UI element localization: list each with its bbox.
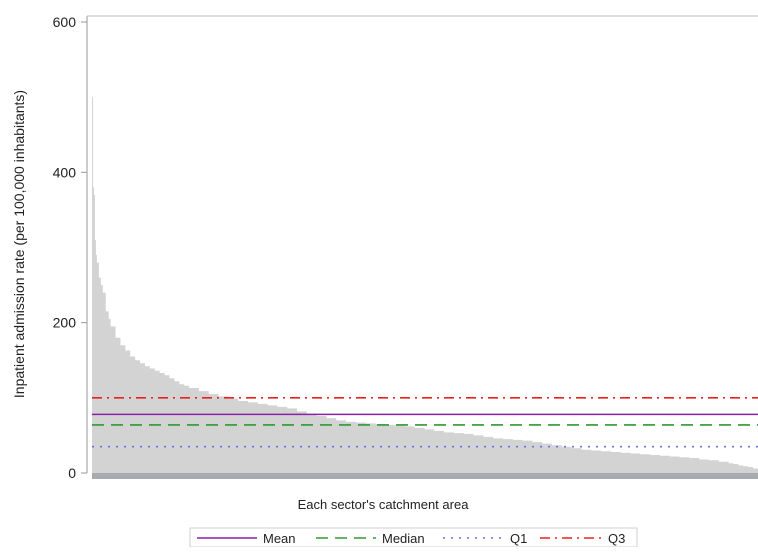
x-axis-label: Each sector's catchment area xyxy=(298,497,470,512)
y-tick-label: 0 xyxy=(68,465,76,481)
area-layer xyxy=(92,97,758,474)
reference-lines xyxy=(92,397,758,448)
x-axis-band xyxy=(92,473,758,479)
legend-label-q3: Q3 xyxy=(608,531,625,546)
legend: Mean Median Q1 Q3 xyxy=(189,527,638,548)
y-tick-label: 200 xyxy=(53,315,77,331)
y-axis-label: Inpatient admission rate (per 100,000 in… xyxy=(11,90,27,398)
admission-rate-area xyxy=(92,97,758,474)
legend-label-mean: Mean xyxy=(263,531,296,546)
y-tick-label: 400 xyxy=(53,164,77,180)
legend-label-q1: Q1 xyxy=(510,531,527,546)
y-tick-label: 600 xyxy=(53,14,77,30)
legend-label-median: Median xyxy=(382,531,425,546)
y-axis-ticks: 0 200 400 600 xyxy=(53,14,87,481)
x-axis-band-rect xyxy=(92,473,758,479)
legend-items: Mean Median Q1 Q3 xyxy=(197,531,625,546)
